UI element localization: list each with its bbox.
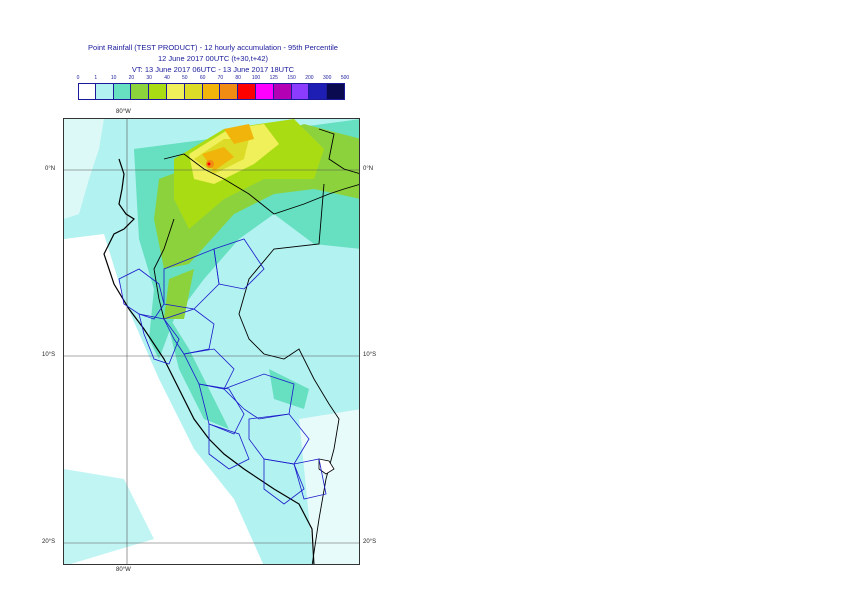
regional-boundaries <box>118 238 327 505</box>
legend-threshold-label: 150 <box>287 75 296 81</box>
lat-label-left-20: 20°S <box>42 539 56 545</box>
legend-threshold-label: 1 <box>94 75 98 81</box>
map-title: Point Rainfall (TEST PRODUCT) - 12 hourl… <box>88 43 338 52</box>
legend-color-box <box>291 83 310 100</box>
legend-color-box <box>131 83 150 100</box>
rain-band-andes <box>164 309 229 429</box>
map-run-time: 12 June 2017 00UTC (t+30,t+42) <box>157 54 269 63</box>
rain-20-30-patch <box>164 269 194 319</box>
legend-color-box <box>273 83 292 100</box>
legend-threshold-label: 50 <box>182 75 188 81</box>
legend-color-box <box>78 83 96 100</box>
border-ecuador-peru <box>153 218 175 320</box>
rainfall-map-svg <box>64 119 359 564</box>
legend-color-box <box>309 83 328 100</box>
legend-threshold-label: 125 <box>269 75 278 81</box>
lat-label-right-0: 0°N <box>363 166 374 172</box>
legend-threshold-label: 300 <box>323 75 332 81</box>
map-valid-time: VT: 13 June 2017 06UTC - 13 June 2017 18… <box>131 65 295 74</box>
lat-label-left-0: 0°N <box>45 166 56 172</box>
legend-threshold-label: 40 <box>164 75 170 81</box>
legend-color-box <box>327 83 345 100</box>
legend-color-box <box>113 83 132 100</box>
legend-threshold-label: 30 <box>146 75 152 81</box>
legend-threshold-label: 100 <box>251 75 261 81</box>
legend-threshold-label: 80 <box>235 75 241 81</box>
legend-threshold-label: 60 <box>199 75 206 81</box>
legend-color-box <box>167 83 185 100</box>
rain-60-70-north <box>224 124 254 144</box>
border-ecuador-colombia <box>163 153 359 215</box>
legend-color-box <box>238 83 256 100</box>
legend-threshold-label: 70 <box>217 75 224 81</box>
legend-color-box <box>256 83 274 100</box>
lake-titicaca <box>318 458 335 475</box>
legend-threshold-label: 500 <box>340 75 350 81</box>
legend-color-box <box>184 83 203 100</box>
rain-max-peak <box>207 162 211 166</box>
offshore-light-rain <box>64 469 154 564</box>
lat-label-right-10: 10°S <box>363 352 377 358</box>
lat-label-right-20: 20°S <box>363 539 377 545</box>
border-colombia-venezuela <box>318 128 359 174</box>
lon-label-top: 80°W <box>116 109 131 115</box>
legend-threshold-label: 20 <box>128 75 135 81</box>
legend-threshold-label: 200 <box>305 75 314 81</box>
lon-label-bottom: 80°W <box>116 567 131 573</box>
coastline <box>103 158 315 564</box>
legend-color-box <box>220 83 239 100</box>
legend-threshold-label: 10 <box>110 75 117 81</box>
legend-color-box <box>149 83 167 100</box>
legend-color-box <box>95 83 114 100</box>
offshore-dry-area <box>64 119 104 219</box>
lat-label-left-10: 10°S <box>42 352 56 358</box>
rainfall-map <box>63 118 360 565</box>
legend-color-box <box>202 83 221 100</box>
se-dry-area <box>299 409 359 564</box>
legend-threshold-label: 0 <box>76 75 80 81</box>
